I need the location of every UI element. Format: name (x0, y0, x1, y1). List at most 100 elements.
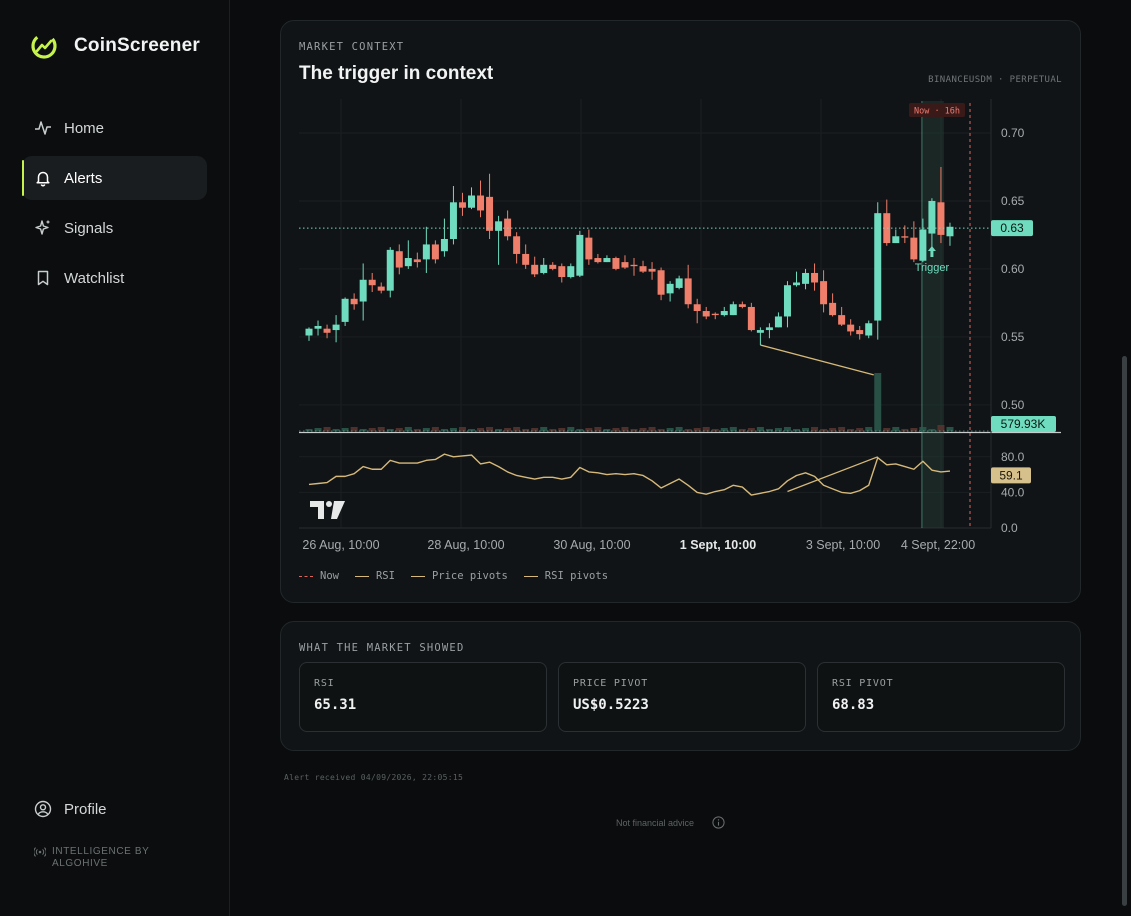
metric-label: RSI (314, 678, 335, 689)
info-icon[interactable] (712, 816, 725, 829)
volume-bar (323, 427, 331, 431)
candle-body (829, 302, 837, 316)
candle-body (305, 328, 313, 336)
context-eyebrow: MARKET CONTEXT (299, 41, 405, 53)
volume-bar (531, 428, 539, 431)
now-badge-bg (909, 103, 965, 117)
candle-body (901, 236, 909, 238)
time-tick-label: 4 Sept, 22:00 (901, 538, 975, 552)
legend-label: RSI pivots (544, 570, 609, 582)
volume-bar (657, 429, 665, 431)
candle-body (468, 195, 475, 208)
app-name: CoinScreener (74, 35, 200, 56)
powered-by: INTELLIGENCE BY ALGOHIVE (34, 846, 162, 870)
volume-bar (314, 428, 322, 431)
sidebar-item-profile[interactable]: Profile (34, 800, 107, 818)
candle-body (765, 327, 773, 331)
sidebar-item-watchlist[interactable]: Watchlist (22, 256, 207, 300)
market-context-card: MARKET CONTEXT The trigger in context BI… (280, 20, 1081, 603)
candle-body (865, 323, 873, 336)
watermark-shape (331, 501, 345, 519)
volume-bar (711, 429, 719, 431)
volume-bar (413, 429, 421, 431)
market-showed-card: WHAT THE MARKET SHOWED RSI 65.31 PRICE P… (280, 621, 1081, 751)
sidebar-item-label: Alerts (64, 169, 103, 187)
volume-bar (486, 427, 494, 431)
volume-label: 579.93K (1001, 417, 1046, 431)
volume-bar (404, 427, 412, 431)
legend-price-pivots[interactable]: Price pivots (410, 570, 508, 582)
volume-bar (910, 428, 918, 431)
disclaimer-text: Not financial advice (616, 817, 695, 828)
legend-now[interactable]: Now (299, 570, 339, 582)
volume-bar (729, 427, 737, 431)
metric-price-pivot: PRICE PIVOT US$0.5223 (558, 662, 806, 732)
current-price-tag (991, 220, 1033, 237)
legend-rsi[interactable]: RSI (354, 570, 395, 582)
metric-value: US$0.5223 (573, 697, 649, 713)
activity-icon (35, 121, 51, 135)
volume-bar (431, 427, 439, 431)
user-circle-icon (34, 800, 52, 818)
sidebar-item-signals[interactable]: Signals (22, 206, 207, 250)
volume-bar (874, 373, 882, 431)
price-tick-label: 0.50 (1001, 398, 1025, 412)
broadcast-icon (34, 847, 46, 857)
rsi-tick-label: 0.0 (1001, 521, 1018, 535)
candle-body (838, 315, 846, 325)
watermark-shape (310, 501, 324, 519)
volume-bar (395, 428, 403, 431)
candle-body (386, 249, 394, 291)
brand[interactable]: CoinScreener (30, 32, 200, 60)
volume-bar (793, 429, 800, 431)
volume-bar (386, 429, 394, 431)
page-scrollbar[interactable] (1122, 356, 1127, 906)
candle-body (495, 221, 503, 231)
trigger-label: Trigger (915, 262, 950, 274)
price-chart[interactable]: Now · 16h Trigger 0.70 0.65 0.60 0.55 0.50 0.63… (281, 21, 1082, 566)
volume-bar (594, 427, 602, 431)
candle-body (513, 236, 521, 254)
powered-by-text: INTELLIGENCE BY ALGOHIVE (52, 846, 150, 869)
volume-bar (341, 428, 349, 431)
candle-body (458, 202, 466, 208)
volume-bar (603, 429, 611, 431)
sidebar-item-home[interactable]: Home (22, 106, 207, 150)
legend-label: Price pivots (431, 570, 508, 582)
price-tick-label: 0.55 (1001, 330, 1025, 344)
sidebar-item-label: Home (64, 119, 105, 137)
volume-bar (774, 428, 782, 431)
candle-body (892, 236, 900, 244)
candle-body (621, 262, 629, 268)
watermark-dot (326, 501, 332, 507)
volume-tag (991, 416, 1056, 432)
volume-bar (305, 429, 313, 431)
volume-bar (684, 429, 692, 431)
profile-label: Profile (64, 800, 107, 818)
candle-body (774, 316, 782, 328)
candle-body (603, 258, 611, 263)
candles (305, 166, 954, 346)
candle-body (332, 324, 340, 331)
bookmark-icon (37, 270, 49, 286)
candle-body (431, 244, 439, 260)
metric-rsi-pivot: RSI PIVOT 68.83 (817, 662, 1065, 732)
candle-body (666, 283, 674, 294)
volume-bar (648, 427, 656, 431)
candle-body (946, 226, 954, 237)
disclaimer: Not financial advice (616, 816, 725, 829)
volume-bar (468, 429, 475, 431)
candle-body (413, 259, 421, 263)
candle-body (585, 237, 593, 260)
sidebar-item-alerts[interactable]: Alerts (22, 156, 207, 200)
volume-bar (495, 429, 503, 431)
legend-rsi-pivots[interactable]: RSI pivots (523, 570, 609, 582)
price-pivot-line (760, 344, 874, 376)
candle-body (630, 264, 638, 267)
candle-body (648, 268, 656, 272)
candle-body (449, 202, 457, 239)
time-tick-label: 3 Sept, 10:00 (806, 538, 880, 552)
volume-bar (919, 427, 927, 431)
candle-body (404, 258, 412, 267)
candle-body (811, 272, 819, 283)
